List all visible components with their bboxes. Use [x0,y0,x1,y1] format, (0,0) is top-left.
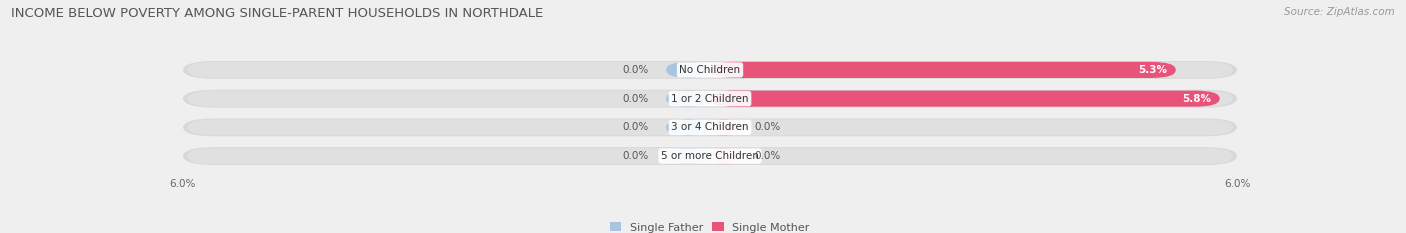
FancyBboxPatch shape [710,148,737,164]
FancyBboxPatch shape [187,91,1233,107]
Text: 0.0%: 0.0% [754,122,780,132]
FancyBboxPatch shape [666,62,710,78]
Text: 0.0%: 0.0% [754,151,780,161]
FancyBboxPatch shape [710,91,1220,107]
FancyBboxPatch shape [183,147,1237,165]
Text: 3 or 4 Children: 3 or 4 Children [671,122,749,132]
FancyBboxPatch shape [187,148,1233,164]
Text: 1 or 2 Children: 1 or 2 Children [671,94,749,104]
Text: 0.0%: 0.0% [623,94,648,104]
Text: 0.0%: 0.0% [623,151,648,161]
Text: No Children: No Children [679,65,741,75]
FancyBboxPatch shape [187,62,1233,78]
FancyBboxPatch shape [710,119,737,135]
FancyBboxPatch shape [187,119,1233,135]
Text: Source: ZipAtlas.com: Source: ZipAtlas.com [1284,7,1395,17]
Legend: Single Father, Single Mother: Single Father, Single Mother [606,218,814,233]
FancyBboxPatch shape [183,61,1237,79]
FancyBboxPatch shape [183,90,1237,108]
Text: 0.0%: 0.0% [623,65,648,75]
FancyBboxPatch shape [183,118,1237,136]
FancyBboxPatch shape [710,62,1175,78]
Text: 0.0%: 0.0% [623,122,648,132]
FancyBboxPatch shape [666,119,710,135]
Text: 5 or more Children: 5 or more Children [661,151,759,161]
FancyBboxPatch shape [666,91,710,107]
Text: 5.8%: 5.8% [1182,94,1211,104]
Text: 5.3%: 5.3% [1137,65,1167,75]
Text: INCOME BELOW POVERTY AMONG SINGLE-PARENT HOUSEHOLDS IN NORTHDALE: INCOME BELOW POVERTY AMONG SINGLE-PARENT… [11,7,544,20]
FancyBboxPatch shape [666,148,710,164]
